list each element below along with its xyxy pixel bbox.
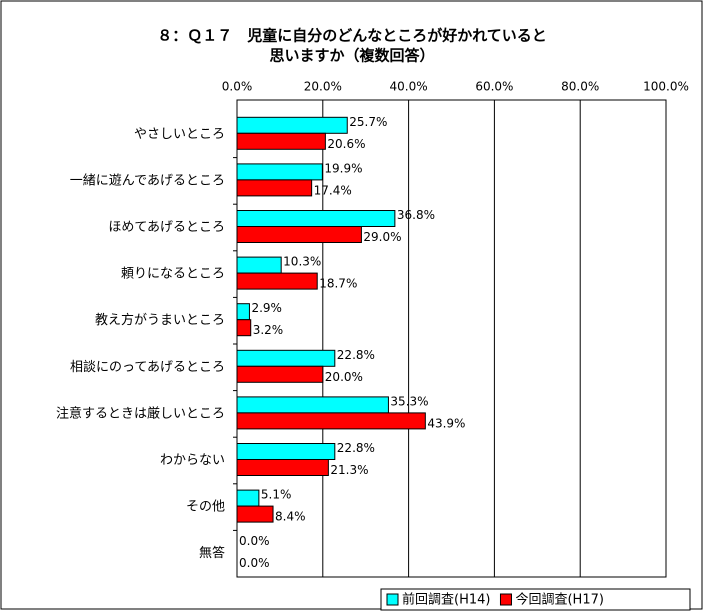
value-label: 2.9% bbox=[251, 301, 281, 315]
chart-title: ８：Ｑ１７ 児童に自分のどんなところが好かれていると bbox=[157, 27, 547, 45]
y-tick-label: わからない bbox=[160, 453, 225, 468]
value-label: 17.4% bbox=[314, 183, 352, 197]
bar bbox=[236, 412, 426, 430]
x-tick-label: 80.0% bbox=[561, 80, 599, 94]
value-label: 22.8% bbox=[337, 441, 375, 455]
x-tick-label: 20.0% bbox=[304, 80, 342, 94]
y-tick-label: 相談にのってあげるところ bbox=[70, 359, 225, 375]
bar bbox=[236, 443, 336, 460]
value-label: 25.7% bbox=[349, 115, 387, 129]
value-label: 0.0% bbox=[239, 534, 270, 548]
value-label: 18.7% bbox=[319, 277, 357, 291]
y-tick-label: やさしいところ bbox=[134, 127, 225, 142]
value-label: 20.0% bbox=[325, 370, 363, 384]
value-label: 22.8% bbox=[337, 348, 375, 362]
value-label: 36.8% bbox=[397, 208, 435, 222]
bar bbox=[236, 505, 274, 523]
y-tick-label: 教え方がうまいところ bbox=[95, 312, 225, 328]
value-label: 21.3% bbox=[330, 463, 368, 477]
value-label: 20.6% bbox=[327, 137, 365, 151]
bar bbox=[236, 116, 348, 134]
value-label: 5.1% bbox=[261, 488, 292, 502]
value-label: 29.0% bbox=[363, 230, 401, 244]
bar bbox=[236, 179, 313, 197]
y-tick-label: 一緒に遊んであげるところ bbox=[70, 173, 225, 188]
legend-label: 前回調査(H14) bbox=[402, 592, 490, 608]
bar bbox=[236, 132, 326, 150]
x-tick-label: 100.0% bbox=[643, 80, 689, 94]
bar bbox=[236, 319, 252, 337]
value-label: 43.9% bbox=[427, 416, 465, 430]
bar bbox=[236, 303, 250, 321]
bar bbox=[236, 489, 260, 507]
value-label: 35.3% bbox=[390, 394, 428, 408]
y-tick-label: 頼りになるところ bbox=[121, 267, 225, 282]
y-tick-label: 無答 bbox=[199, 545, 225, 561]
bar bbox=[236, 226, 362, 243]
y-tick-label: 注意するときは厳しいところ bbox=[56, 405, 225, 421]
x-tick-label: 0.0% bbox=[222, 80, 253, 94]
bar bbox=[236, 365, 324, 383]
bar bbox=[236, 459, 329, 476]
value-label: 3.2% bbox=[253, 323, 284, 337]
x-tick-label: 40.0% bbox=[390, 80, 428, 94]
value-label: 19.9% bbox=[324, 161, 362, 175]
value-label: 8.4% bbox=[275, 510, 306, 524]
x-tick-label: 60.0% bbox=[475, 80, 513, 94]
y-tick-label: ほめてあげるところ bbox=[108, 220, 225, 235]
value-label: 10.3% bbox=[283, 255, 321, 269]
bar bbox=[236, 396, 389, 414]
legend-swatch bbox=[499, 593, 512, 606]
y-tick-label: その他 bbox=[186, 500, 225, 515]
legend-box bbox=[380, 588, 691, 611]
value-label: 0.0% bbox=[239, 556, 270, 570]
bar bbox=[236, 256, 282, 274]
bar bbox=[236, 163, 323, 181]
legend-label: 今回調査(H17) bbox=[515, 592, 603, 608]
legend-swatch bbox=[386, 593, 399, 606]
bar bbox=[236, 210, 396, 227]
chart-title: 思いますか（複数回答） bbox=[269, 47, 434, 65]
bar bbox=[236, 349, 336, 367]
bar bbox=[236, 272, 318, 290]
